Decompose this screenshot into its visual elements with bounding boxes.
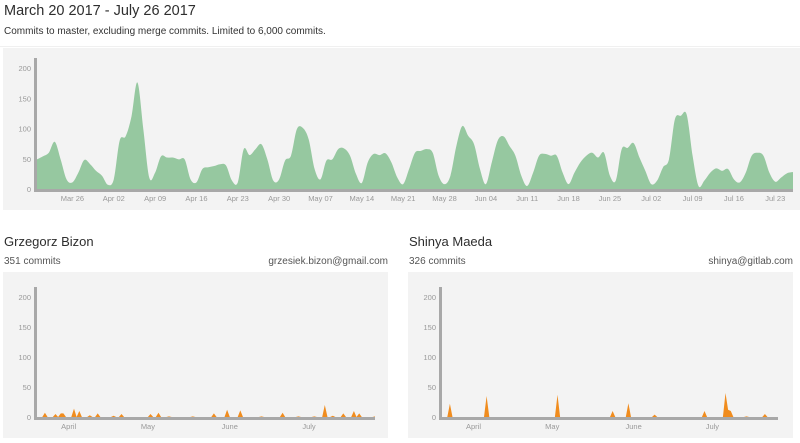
y-tick-label: 150 xyxy=(18,94,31,103)
y-tick-label: 100 xyxy=(423,353,436,362)
x-tick-label: May xyxy=(545,422,559,431)
author-chart-shinya: 0 50 100 150 200 April May June July xyxy=(408,272,793,438)
y-tick-label: 50 xyxy=(23,383,31,392)
author-commit-count: 351 commits xyxy=(4,256,61,267)
author-chart-grzegorz: 0 50 100 150 200 April May June July xyxy=(3,272,388,438)
y-tick-label: 200 xyxy=(423,293,436,302)
x-tick-label: July xyxy=(302,422,316,431)
y-tick-label: 150 xyxy=(423,323,436,332)
y-tick-label: 50 xyxy=(428,383,436,392)
x-tick-label: May 14 xyxy=(350,194,375,203)
y-axis-line xyxy=(439,287,442,420)
author-header-shinya: Shinya Maeda 326 commits shinya@gitlab.c… xyxy=(409,234,793,268)
commits-area xyxy=(37,82,793,189)
y-tick-label: 100 xyxy=(18,353,31,362)
x-tick-label: Jul 23 xyxy=(765,194,785,203)
author-name: Shinya Maeda xyxy=(409,234,493,249)
author-commits-svg: 0 50 100 150 200 April May June July xyxy=(18,287,375,431)
x-tick-label: Apr 16 xyxy=(185,194,207,203)
y-tick-label: 200 xyxy=(18,64,31,73)
y-axis-line xyxy=(34,58,37,192)
x-tick-label: Apr 02 xyxy=(103,194,125,203)
x-tick-label: May 07 xyxy=(308,194,333,203)
x-axis-line xyxy=(34,417,375,420)
x-tick-label: Jun 18 xyxy=(557,194,580,203)
y-tick-label: 200 xyxy=(18,293,31,302)
y-tick-label: 150 xyxy=(18,323,31,332)
y-tick-label: 0 xyxy=(27,413,31,422)
divider xyxy=(0,46,800,47)
y-tick-label: 50 xyxy=(23,155,31,164)
author-commits-svg: 0 50 100 150 200 April May June July xyxy=(423,287,778,431)
x-tick-label: July xyxy=(706,422,720,431)
x-tick-label: April xyxy=(466,422,481,431)
author-commit-count: 326 commits xyxy=(409,256,466,267)
page-title: March 20 2017 - July 26 2017 xyxy=(4,3,196,19)
x-tick-label: Apr 30 xyxy=(268,194,290,203)
x-tick-label: April xyxy=(61,422,76,431)
overall-commits-svg: 0 50 100 150 200 Mar 26 Apr 02 Apr 09 Apr 16 Apr … xyxy=(18,58,793,203)
author-name: Grzegorz Bizon xyxy=(4,234,94,249)
y-axis-line xyxy=(34,287,37,420)
x-tick-label: Jun 25 xyxy=(599,194,622,203)
author-email: shinya@gitlab.com xyxy=(708,256,793,267)
x-tick-label: June xyxy=(222,422,238,431)
x-tick-label: Jun 04 xyxy=(475,194,498,203)
author-email: grzesiek.bizon@gmail.com xyxy=(268,256,388,267)
x-tick-label: Mar 26 xyxy=(61,194,84,203)
x-tick-label: Apr 09 xyxy=(144,194,166,203)
page-subtitle: Commits to master, excluding merge commi… xyxy=(4,26,326,37)
y-tick-label: 100 xyxy=(18,125,31,134)
x-axis-line xyxy=(34,189,793,192)
x-tick-label: Apr 23 xyxy=(227,194,249,203)
commits-area xyxy=(37,405,375,417)
author-header-grzegorz: Grzegorz Bizon 351 commits grzesiek.bizo… xyxy=(4,234,388,268)
y-tick-label: 0 xyxy=(432,413,436,422)
x-tick-label: May xyxy=(141,422,155,431)
overall-commits-chart: 0 50 100 150 200 Mar 26 Apr 02 Apr 09 Apr 16 Apr … xyxy=(3,48,800,210)
x-tick-label: Jun 11 xyxy=(516,194,538,203)
x-tick-label: May 21 xyxy=(391,194,416,203)
x-tick-label: Jul 16 xyxy=(724,194,744,203)
x-tick-label: June xyxy=(625,422,641,431)
x-tick-label: Jul 09 xyxy=(683,194,703,203)
x-tick-label: May 28 xyxy=(432,194,457,203)
commits-area xyxy=(442,393,778,417)
y-tick-label: 0 xyxy=(27,185,31,194)
x-tick-label: Jul 02 xyxy=(641,194,661,203)
x-axis-line xyxy=(439,417,778,420)
